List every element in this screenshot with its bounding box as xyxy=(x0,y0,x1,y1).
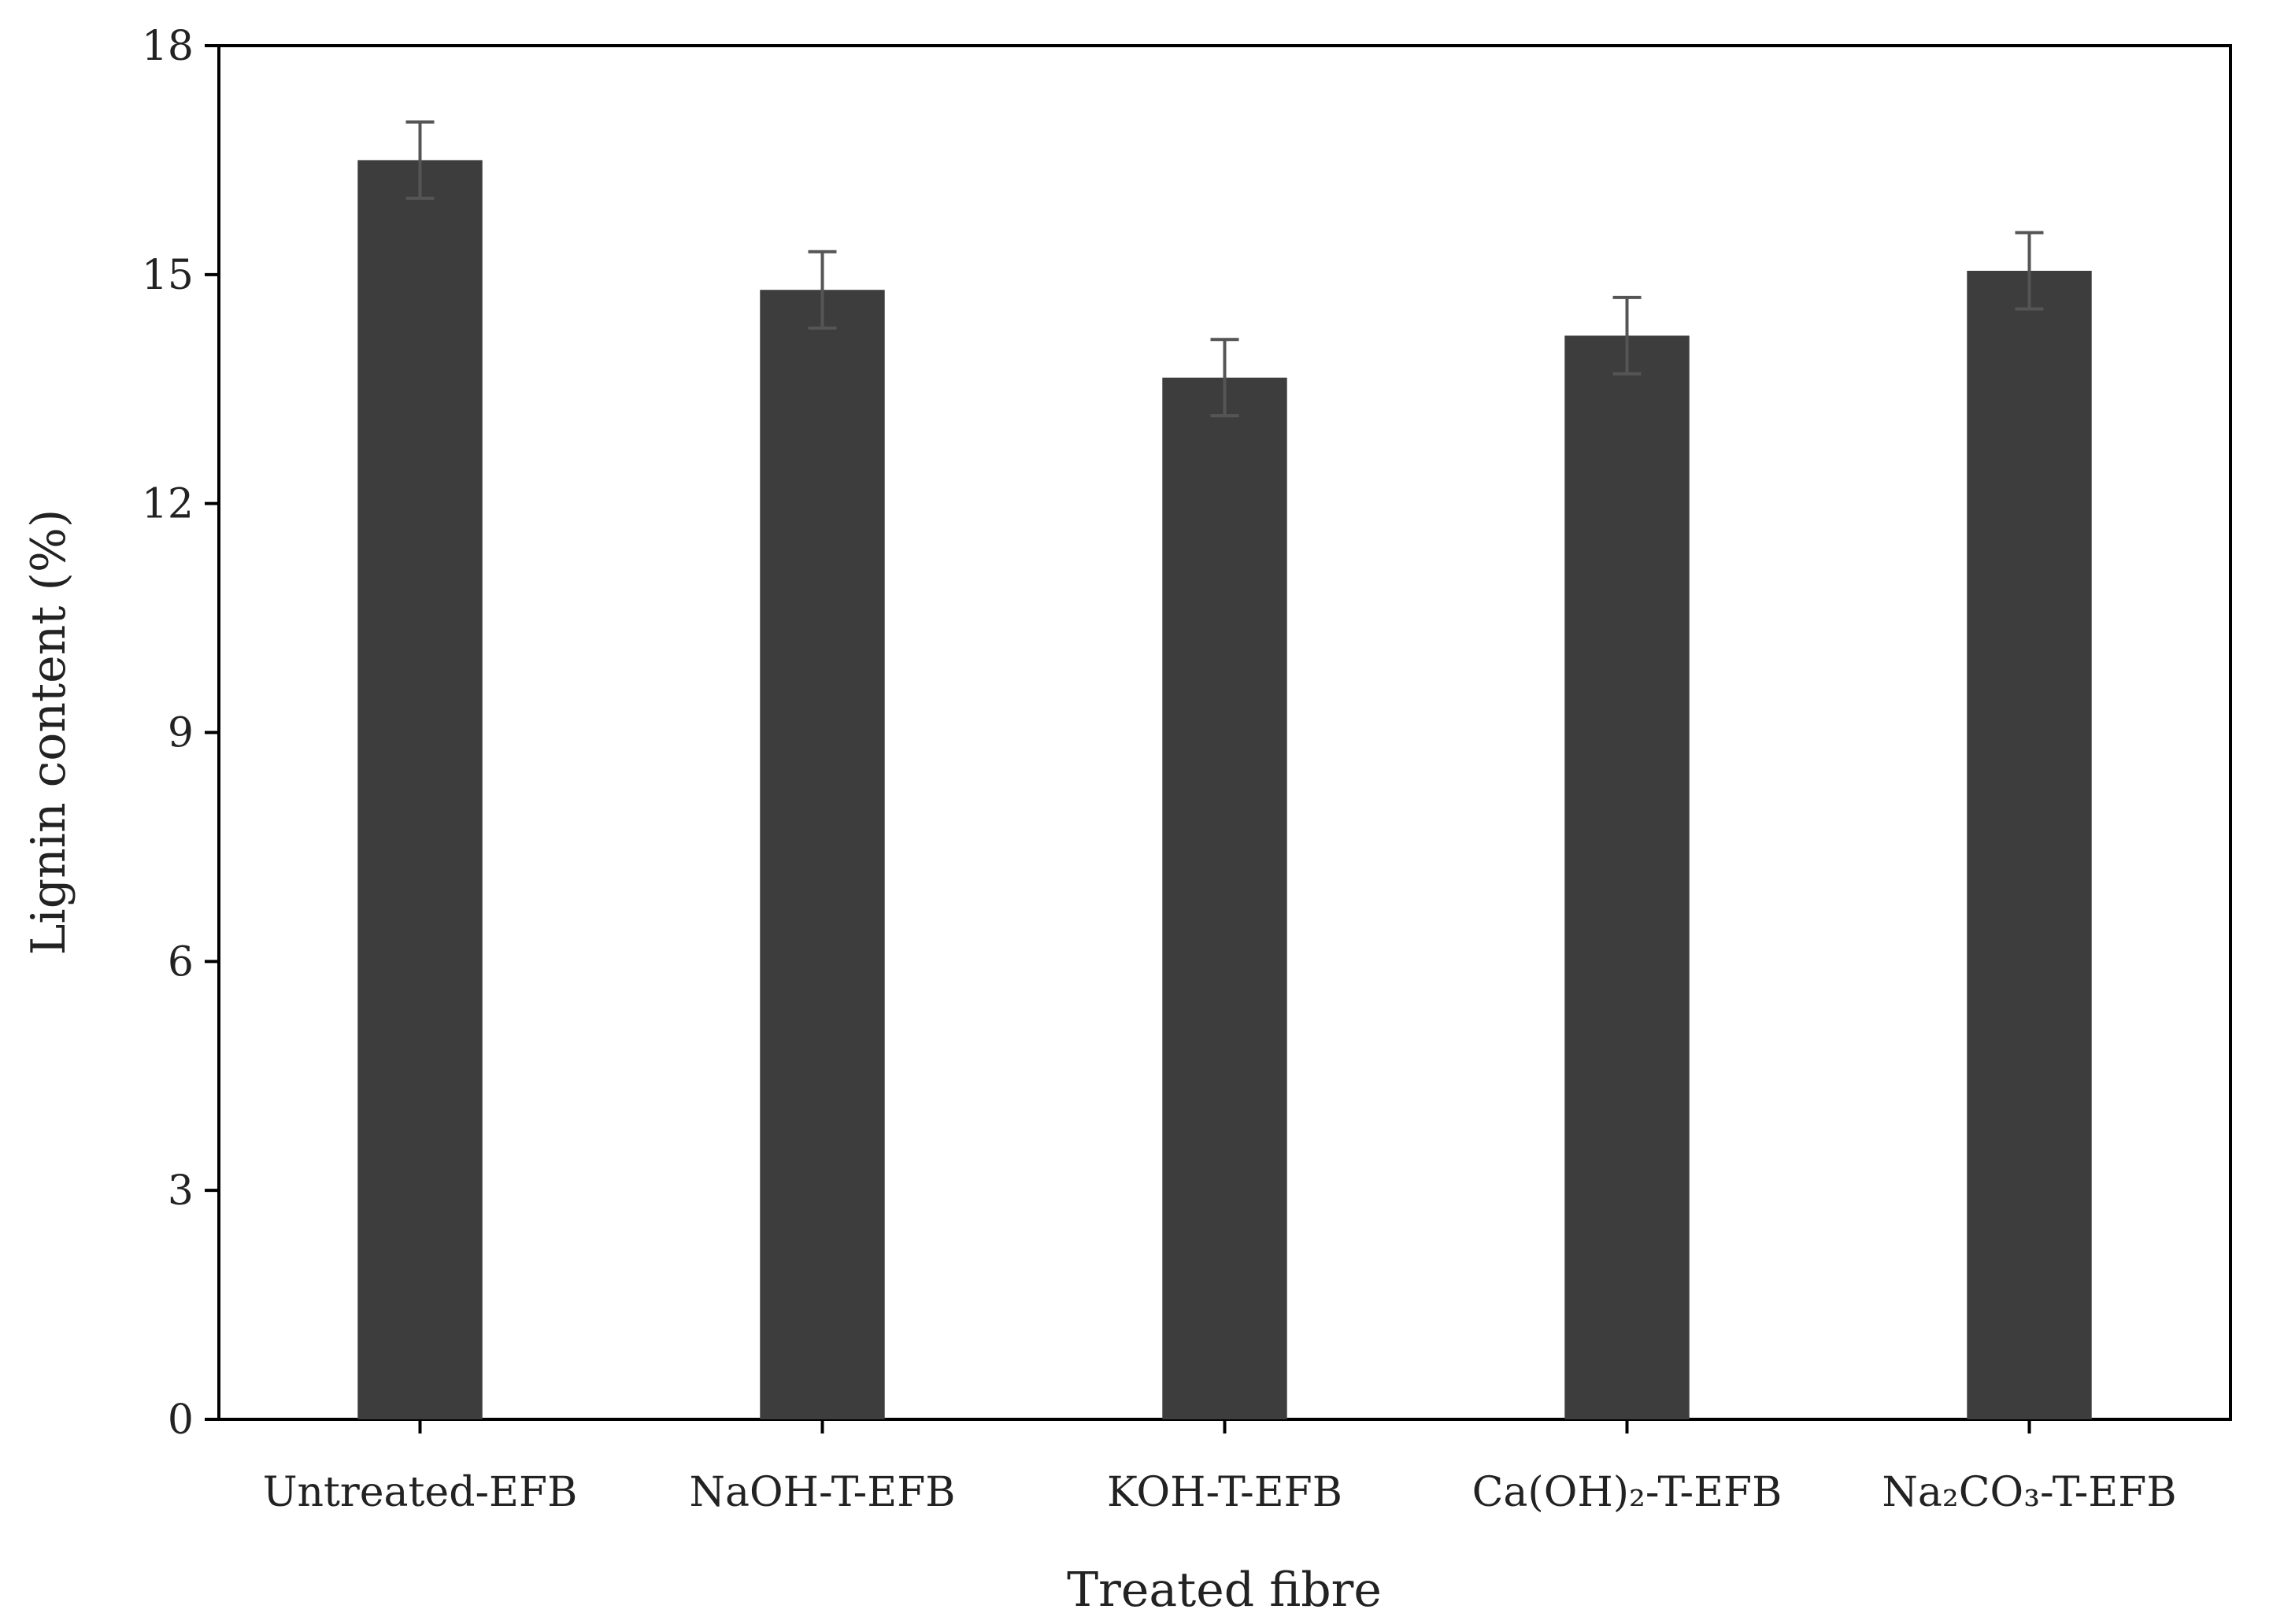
y-tick-label: 0 xyxy=(168,1396,194,1444)
y-axis: 0 3 6 9 12 15 18 xyxy=(142,23,219,1444)
x-tick-label: NaOH-T-EFB xyxy=(690,1469,956,1516)
bars xyxy=(357,160,2092,1420)
bar xyxy=(1967,270,2092,1420)
y-tick-label: 6 xyxy=(168,938,194,986)
y-tick-label: 15 xyxy=(142,252,194,299)
error-bars xyxy=(405,120,2044,418)
y-tick-label: 18 xyxy=(142,23,194,70)
y-tick-label: 12 xyxy=(142,481,194,528)
y-axis-title: Lignin content (%) xyxy=(21,509,76,956)
bar xyxy=(1162,377,1287,1419)
bar xyxy=(1564,335,1690,1419)
x-tick-label: KOH-T-EFB xyxy=(1107,1469,1342,1516)
y-tick-label: 3 xyxy=(168,1167,194,1215)
x-tick-label: Ca(OH)₂-T-EFB xyxy=(1472,1469,1782,1516)
x-tick-label: Untreated-EFB xyxy=(263,1469,578,1516)
x-axis-title: Treated fibre xyxy=(1067,1563,1382,1618)
bar xyxy=(760,290,885,1420)
y-tick-label: 9 xyxy=(168,710,194,757)
x-tick-label: Na₂CO₃-T-EFB xyxy=(1882,1469,2176,1516)
x-axis: Untreated-EFB NaOH-T-EFB KOH-T-EFB Ca(OH)₂-… xyxy=(263,1419,2177,1516)
bar xyxy=(357,160,483,1420)
